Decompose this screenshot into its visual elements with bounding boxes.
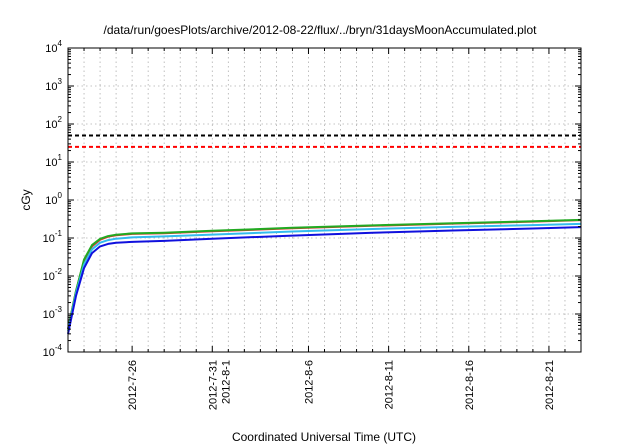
series-line	[67, 222, 582, 332]
y-axis-label: cGy	[19, 189, 33, 210]
x-tick-label: 2012-7-31	[207, 360, 219, 410]
x-tick-label: 2012-7-26	[127, 360, 139, 410]
y-tick-label: 100	[45, 191, 62, 207]
y-tick-label: 10-1	[43, 229, 63, 245]
axis-ticks	[68, 47, 581, 353]
x-tick-label: 2012-8-1	[220, 360, 232, 404]
series-line	[67, 226, 582, 335]
y-tick-label: 10-4	[43, 343, 63, 359]
x-tick-label: 2012-8-16	[464, 360, 476, 410]
x-axis-label: Coordinated Universal Time (UTC)	[232, 430, 416, 444]
series-line	[67, 218, 582, 330]
x-tick-labels: 2012-7-26 2012-7-31 2012-8-1 2012-8-6 2012-8…	[127, 360, 556, 410]
series-lines	[67, 218, 582, 335]
y-tick-label: 102	[45, 115, 62, 131]
x-tick-label: 2012-8-6	[303, 360, 315, 404]
y-tick-label: 103	[45, 77, 62, 93]
x-tick-label: 2012-8-21	[544, 360, 556, 410]
y-tick-label: 104	[45, 39, 62, 55]
y-tick-labels: 10-4 10-3 10-2 10-1 100 101 102 103 104	[43, 39, 63, 359]
y-tick-label: 10-2	[43, 267, 63, 283]
y-tick-label: 101	[45, 153, 62, 169]
threshold-lines	[68, 134, 581, 148]
x-tick-label: 2012-8-11	[384, 360, 396, 409]
y-tick-label: 10-3	[43, 305, 63, 321]
grid	[68, 48, 581, 352]
chart-title: /data/run/goesPlots/archive/2012-08-22/f…	[104, 23, 538, 37]
